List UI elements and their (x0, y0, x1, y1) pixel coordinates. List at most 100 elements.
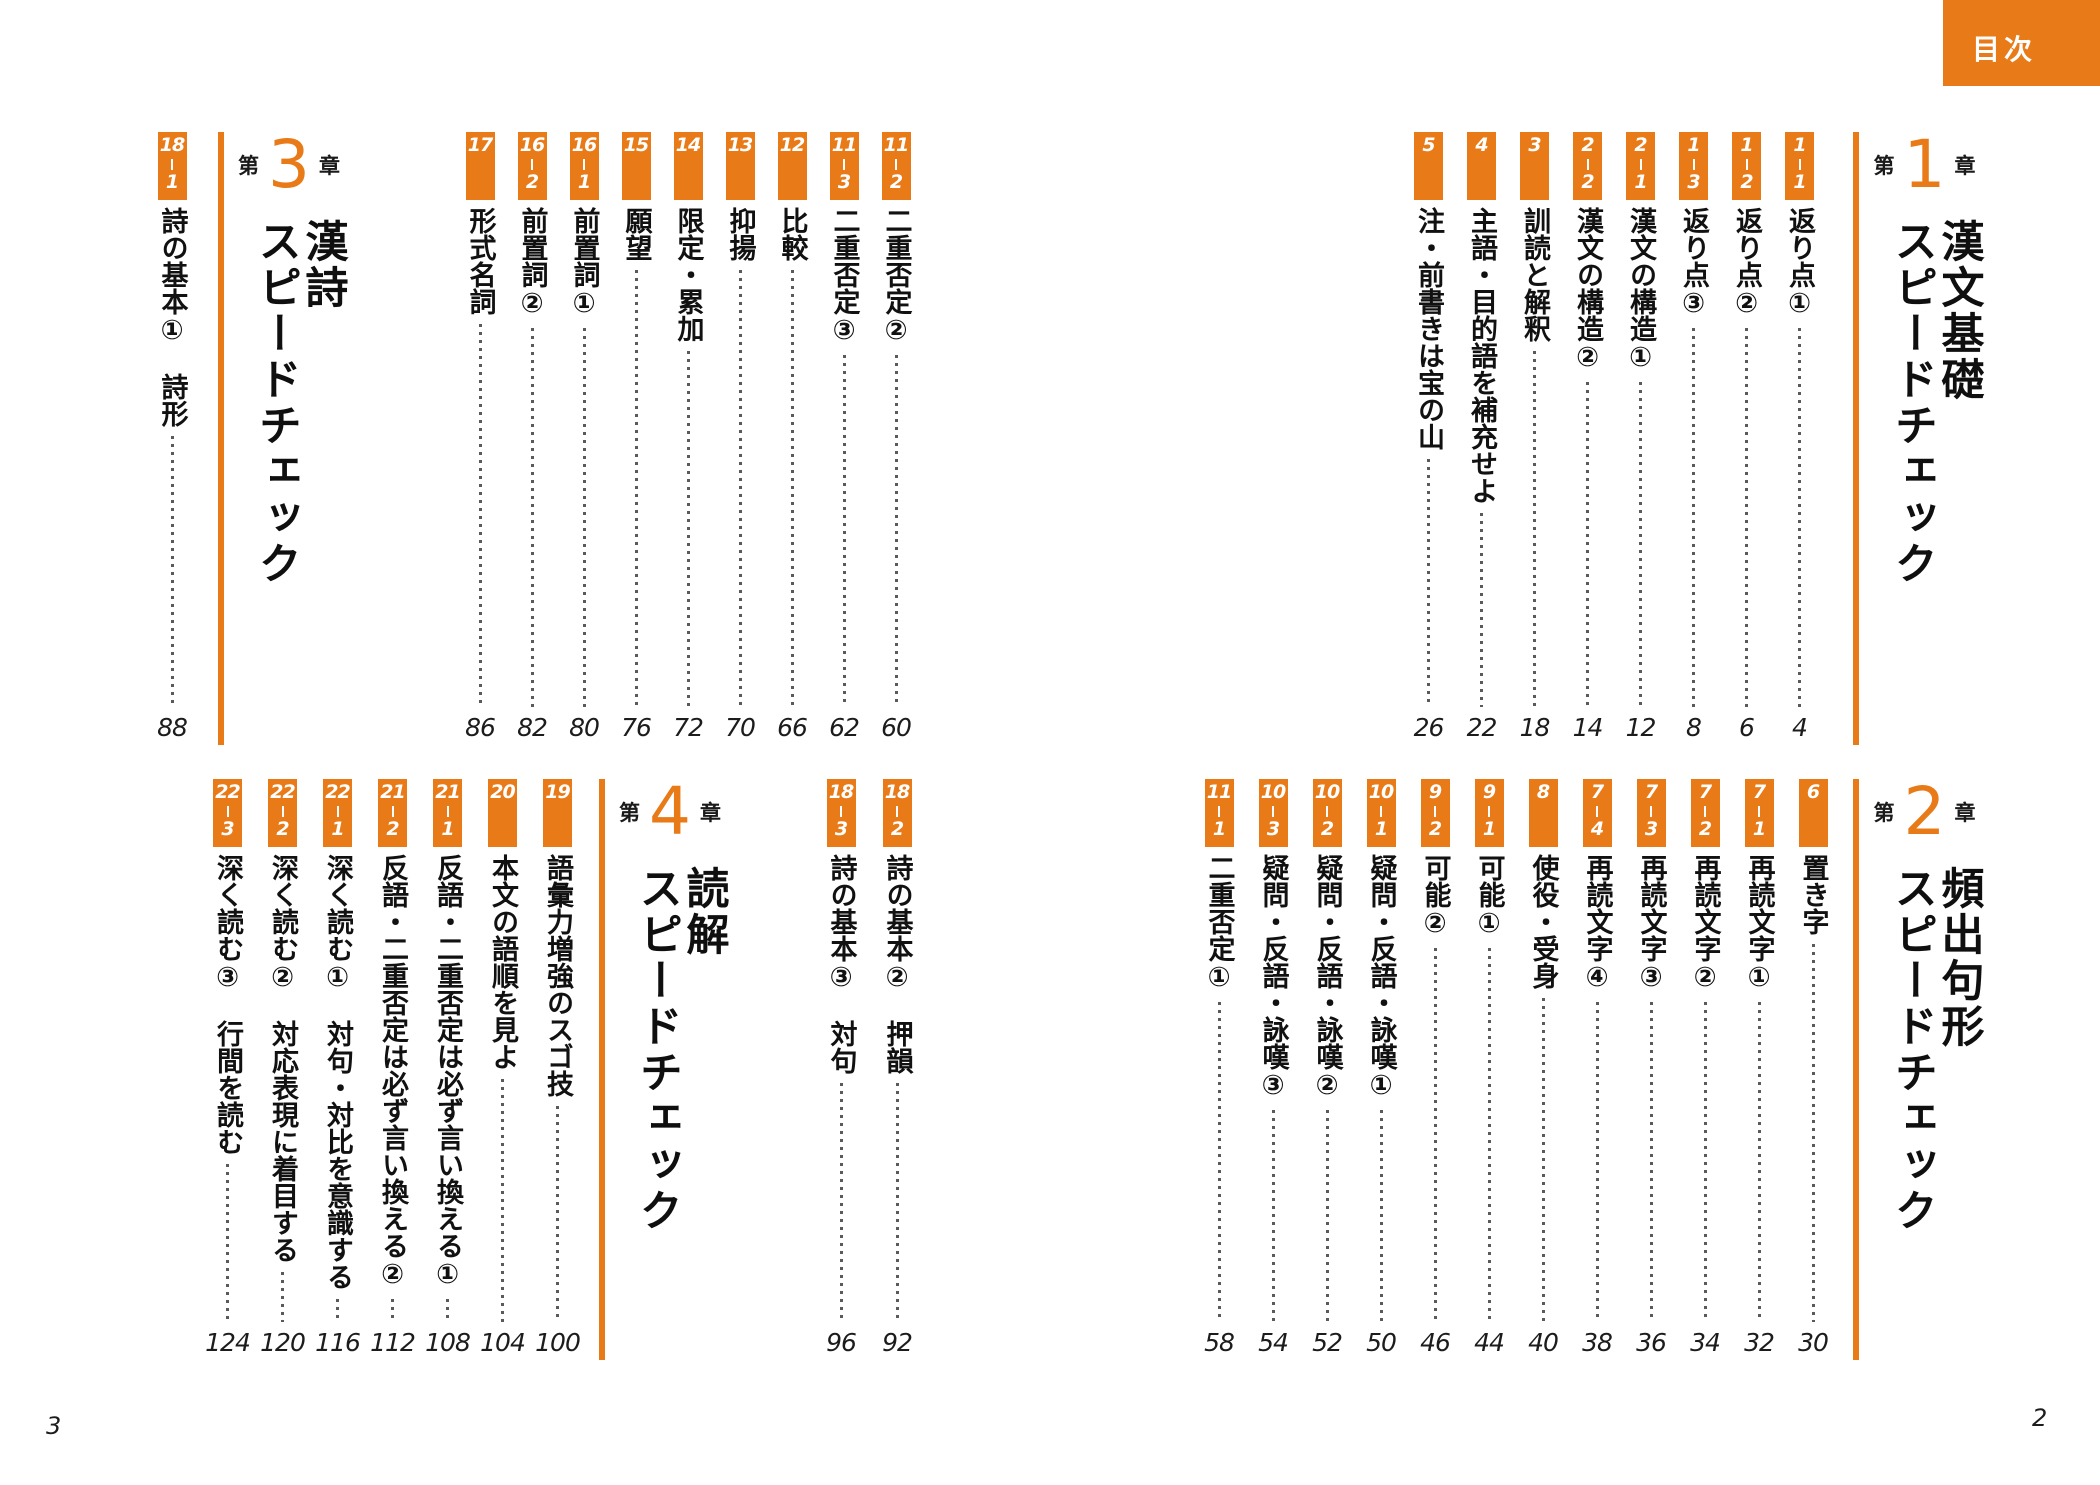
toc-item-column: 3 訓読と解釈 18 (1508, 132, 1561, 745)
dotted-leader (1533, 351, 1536, 707)
chapter-number: 2 (1903, 773, 1946, 850)
item-title: 願望 (620, 207, 652, 261)
tag-number-text: 7 (1752, 781, 1766, 803)
toc-item-column: 10 2 疑問・反語・詠嘆② 52 (1300, 779, 1354, 1360)
toc-item-column: 1 3 返り点③ 8 (1667, 132, 1720, 745)
chapter-title-block: 読解 スピードチェック (632, 866, 735, 1234)
item-title: 抑揚 (724, 207, 756, 261)
tag-number-text: 16 (519, 134, 545, 156)
toc-item-column: 9 2 可能② 46 (1408, 779, 1462, 1360)
dotted-leader (1757, 1002, 1761, 1322)
item-page-number: 92 (882, 1328, 913, 1357)
chapter-title-block: 漢文基礎 スピードチェック (1887, 219, 1990, 587)
item-title: 返り点① (1784, 207, 1815, 319)
toc-item-column: 2 1 漢文の構造① 12 (1614, 132, 1667, 745)
tag-number-text: 4 (1475, 134, 1488, 156)
tag-number-text: 2 (1581, 170, 1594, 193)
dotted-leader (556, 1106, 559, 1322)
item-page-number: 18 (1519, 713, 1551, 742)
tag-number-text: 3 (1528, 134, 1541, 156)
item-title: 比較 (776, 207, 808, 261)
toc-item-column: 4 主語・目的語を補充せよ 22 (1455, 132, 1508, 745)
item-title: 深く読む③ 行間を読む (212, 854, 243, 1155)
tag-dash (1758, 805, 1760, 817)
item-number-tag: 11 1 (1204, 779, 1234, 847)
tag-number-text: 10 (1368, 781, 1394, 803)
chapter-title-block: 漢詩 スピードチェック (251, 219, 354, 587)
dotted-leader (170, 436, 174, 707)
item-page-number: 50 (1366, 1328, 1397, 1357)
item-title: 返り点② (1731, 207, 1762, 319)
item-number-tag: 13 (725, 132, 755, 200)
tag-dash (1650, 805, 1652, 817)
chapter-divider-rule (218, 132, 224, 745)
dotted-leader (1745, 328, 1748, 707)
dotted-leader (1487, 948, 1491, 1322)
item-title: 本文の語順を見よ (487, 854, 518, 1070)
toc-item-column: 11 3 二重否定③ 62 (818, 132, 870, 745)
tag-number-text: 4 (1590, 817, 1604, 840)
toc-item-column: 12 比較 66 (766, 132, 818, 745)
item-title: 詩の基本① 詩形 (156, 207, 188, 427)
tag-dash (281, 805, 284, 817)
toc-item-column: 18 2 詩の基本② 押韻 92 (869, 779, 925, 1360)
chapter-number: 3 (268, 126, 310, 203)
tag-number-text: 18 (828, 781, 854, 803)
chapter-header: 第 2 章頻出句形 スピードチェック (1853, 773, 1990, 1360)
item-page-number: 100 (535, 1328, 581, 1357)
item-title: 再読文字③ (1635, 854, 1667, 993)
tag-number-text: 20 (490, 781, 515, 803)
item-title: 再読文字④ (1581, 854, 1613, 993)
tag-dash (896, 805, 898, 817)
dotted-leader (1271, 1110, 1275, 1322)
tag-number-text: 1 (1793, 170, 1806, 193)
item-page-number: 4 (1792, 713, 1808, 742)
toc-item-column: 11 1 二重否定① 58 (1192, 779, 1246, 1360)
tag-dash (1639, 158, 1642, 170)
item-page-number: 32 (1744, 1328, 1775, 1357)
chapter-prefix: 第 (1873, 801, 1895, 826)
item-page-number: 30 (1798, 1328, 1829, 1357)
chapter-number: 4 (649, 773, 691, 850)
item-number-tag: 18 2 (882, 779, 912, 847)
tag-number-text: 3 (221, 817, 234, 840)
item-number-tag: 10 1 (1366, 779, 1396, 847)
tag-dash (531, 158, 533, 170)
toc-item-column: 22 3 深く読む③ 行間を読む 124 (200, 779, 255, 1360)
item-page-number: 116 (315, 1328, 361, 1357)
tag-number-text: 6 (1806, 781, 1820, 803)
dotted-leader (530, 328, 534, 707)
tag-dash (895, 158, 897, 170)
item-title: 再読文字① (1743, 854, 1775, 993)
tag-number-text: 7 (1698, 781, 1712, 803)
tag-number-text: 2 (1428, 817, 1442, 840)
item-number-tag: 20 (488, 779, 517, 847)
item-title: 可能① (1473, 854, 1505, 939)
tag-number-text: 2 (1581, 134, 1594, 156)
chapter-prefix: 第 (238, 154, 259, 179)
tag-number-text: 17 (467, 134, 493, 156)
item-page-number: 6 (1739, 713, 1755, 742)
dotted-leader (895, 1083, 899, 1322)
item-title: 再読文字② (1689, 854, 1721, 993)
item-number-tag: 11 3 (829, 132, 859, 200)
item-page-number: 40 (1528, 1328, 1559, 1357)
tag-dash (1218, 805, 1220, 817)
dotted-leader (1639, 382, 1642, 707)
toc-item-column: 6 置き字 30 (1786, 779, 1840, 1360)
item-title: 可能② (1419, 854, 1451, 939)
chapter-header: 第 3 章漢詩 スピードチェック (218, 126, 354, 745)
dotted-leader (686, 351, 690, 707)
item-title: 漢文の構造① (1625, 207, 1656, 373)
dotted-leader (501, 1079, 504, 1322)
chapter-header-content: 第 3 章漢詩 スピードチェック (224, 126, 354, 745)
item-title: 返り点③ (1678, 207, 1709, 319)
